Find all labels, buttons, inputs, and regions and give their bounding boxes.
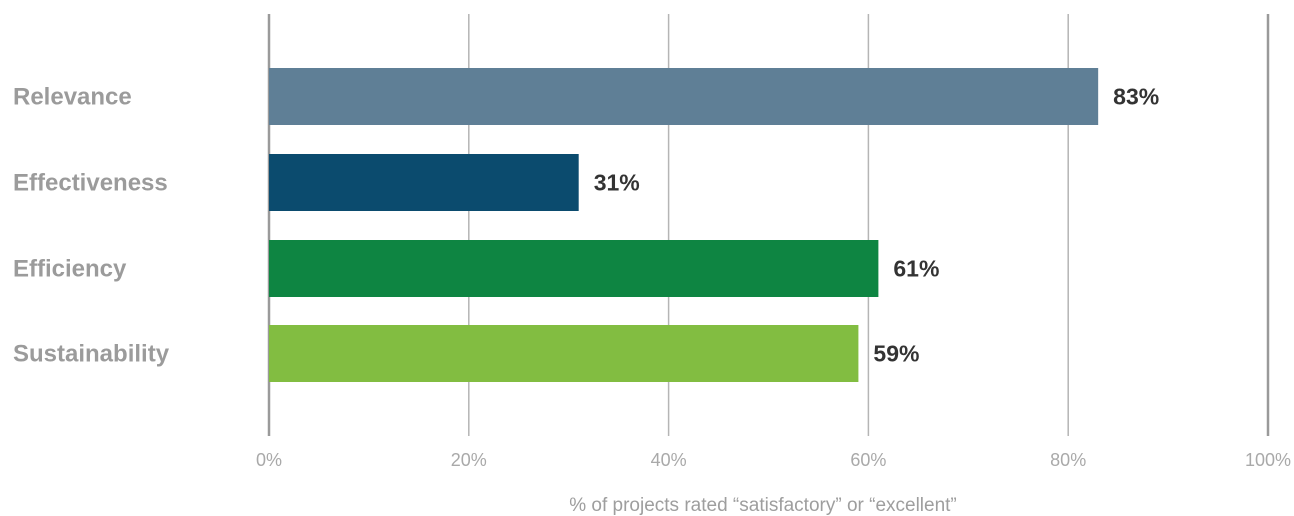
category-label-relevance: Relevance — [13, 84, 132, 111]
x-axis-title: % of projects rated “satisfactory” or “e… — [569, 495, 957, 516]
x-tick-labels: 0% 20% 40% 60% 80% 100% — [256, 450, 1291, 470]
x-tick-label: 20% — [451, 450, 487, 470]
value-label-relevance: 83% — [1113, 84, 1159, 110]
bars — [269, 68, 1099, 382]
x-tick-label: 0% — [256, 450, 282, 470]
value-label-effectiveness: 31% — [594, 170, 640, 196]
category-label-effectiveness: Effectiveness — [13, 170, 168, 197]
bar-efficiency — [269, 240, 879, 297]
value-label-efficiency: 61% — [893, 256, 939, 282]
x-tick-label: 40% — [651, 450, 687, 470]
category-labels: Relevance Effectiveness Efficiency Sustaina… — [13, 84, 170, 368]
bar-sustainability — [269, 325, 859, 382]
bar-effectiveness — [269, 154, 579, 211]
category-label-sustainability: Sustainability — [13, 341, 170, 368]
x-tick-label: 80% — [1050, 450, 1086, 470]
bar-relevance — [269, 68, 1099, 125]
x-tick-label: 60% — [850, 450, 886, 470]
value-labels: 83% 31% 61% 59% — [594, 84, 1160, 367]
value-label-sustainability: 59% — [873, 341, 919, 367]
category-label-efficiency: Efficiency — [13, 256, 127, 283]
x-tick-label: 100% — [1245, 450, 1291, 470]
